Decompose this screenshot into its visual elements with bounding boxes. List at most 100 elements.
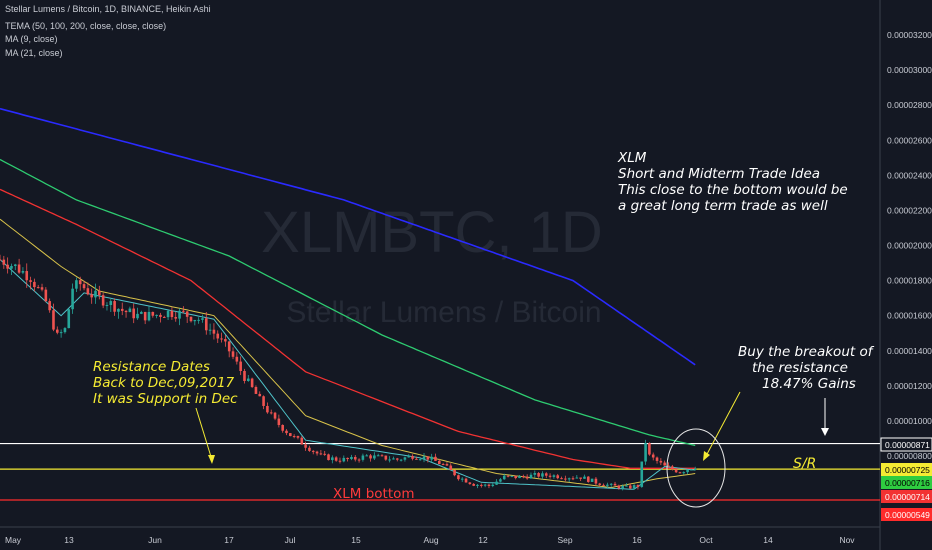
candle-body xyxy=(556,475,560,479)
candle-body xyxy=(6,264,9,269)
candle-body xyxy=(266,405,269,413)
horizontal-levels xyxy=(0,442,880,501)
candle-body xyxy=(617,485,621,489)
breakout-circle xyxy=(666,428,726,508)
candle-body xyxy=(67,309,71,329)
x-tick-label-0: May xyxy=(5,535,22,545)
price-axis[interactable]: 0.00003200 0.00003000 0.00002800 0.00002600… xyxy=(887,30,932,461)
candle-body xyxy=(537,473,540,477)
watermark-symbol: XLMBTC, 1D xyxy=(261,200,603,265)
candle-body xyxy=(621,486,624,489)
candle-body xyxy=(342,457,346,462)
candle-body xyxy=(101,295,105,306)
candle-body xyxy=(518,475,521,479)
candle-body xyxy=(522,475,525,477)
candle-body xyxy=(174,317,178,319)
candle-body xyxy=(94,290,97,298)
candle-body xyxy=(193,320,197,322)
candle-body xyxy=(300,437,304,445)
x-tick-label-8: Sep xyxy=(557,535,572,545)
candle-body xyxy=(640,461,644,487)
resistance-arrow xyxy=(195,407,213,461)
y-tick-label-6: 0.00002000 xyxy=(887,241,932,251)
candle-body xyxy=(13,264,17,266)
candle-body xyxy=(178,310,181,319)
candle-body xyxy=(678,472,682,474)
candle-body xyxy=(220,338,223,340)
y-tick-label-5: 0.00002200 xyxy=(887,205,932,215)
watermark-name: Stellar Lumens / Bitcoin xyxy=(286,296,601,329)
candle-body xyxy=(353,456,357,460)
price-badge-label-1: 0.00000725 xyxy=(885,465,930,475)
indicator-ma21[interactable]: MA (21, close) xyxy=(5,48,63,58)
y-tick-label-0: 0.00003200 xyxy=(887,30,932,40)
candle-body xyxy=(338,460,342,462)
candle-body xyxy=(277,418,281,425)
candle-body xyxy=(334,457,338,461)
candle-body xyxy=(590,478,594,482)
candle-body xyxy=(75,280,78,289)
candle-body xyxy=(636,485,640,487)
candle-body xyxy=(289,433,292,437)
ma21-line xyxy=(0,218,696,489)
candle-body xyxy=(644,443,647,462)
candle-body xyxy=(357,459,361,461)
x-tick-label-10: Oct xyxy=(699,535,713,545)
candle-body xyxy=(380,455,384,457)
candle-body xyxy=(86,288,90,295)
indicator-ma9[interactable]: MA (9, close) xyxy=(5,34,58,44)
x-tick-label-9: 16 xyxy=(632,535,642,545)
candle-body xyxy=(407,455,411,458)
candle-body xyxy=(243,370,246,381)
indicator-tema[interactable]: TEMA (50, 100, 200, close, close, close) xyxy=(5,21,166,31)
candle-body xyxy=(44,289,48,302)
candle-body xyxy=(216,333,220,339)
candle-body xyxy=(682,472,686,474)
candle-body xyxy=(502,475,506,480)
x-tick-label-7: 12 xyxy=(478,535,488,545)
time-axis[interactable]: May 13 Jun 17 Jul 15 Aug 12 Sep 16 Oct 14 Nov xyxy=(5,535,855,545)
x-tick-label-5: 15 xyxy=(351,535,361,545)
candle-body xyxy=(487,484,491,486)
candle-body xyxy=(159,314,162,317)
candle-body xyxy=(629,485,632,489)
idea-line-4: a great long term trade as well xyxy=(618,198,828,214)
candle-body xyxy=(571,478,575,480)
candle-body xyxy=(189,316,193,322)
candle-body xyxy=(132,308,135,319)
candle-body xyxy=(373,455,376,459)
candle-body xyxy=(441,464,445,466)
candle-body xyxy=(311,450,315,452)
candle-body xyxy=(544,473,548,476)
candle-body xyxy=(29,280,32,282)
candle-body xyxy=(48,301,51,311)
candle-body xyxy=(632,485,636,489)
candle-body xyxy=(227,341,231,352)
candle-body xyxy=(33,281,36,288)
price-badge-bg-2 xyxy=(881,476,932,489)
y-tick-label-7: 0.00001800 xyxy=(887,276,932,286)
candle-body xyxy=(598,483,602,485)
candle-body xyxy=(693,468,697,470)
tema100-line xyxy=(0,188,696,469)
candle-body xyxy=(418,459,422,461)
breakout-line-2: the resistance xyxy=(752,360,848,376)
candle-body xyxy=(40,287,44,290)
candle-body xyxy=(292,436,296,438)
candle-body xyxy=(250,378,254,387)
resistance-arrow-head xyxy=(208,455,215,464)
candle-body xyxy=(567,478,571,480)
candle-body xyxy=(63,328,67,333)
candle-body xyxy=(147,311,151,321)
candle-body xyxy=(17,264,21,273)
candle-body xyxy=(403,457,407,460)
candle-body xyxy=(117,308,120,312)
candle-body xyxy=(2,259,6,265)
candle-body xyxy=(453,469,456,476)
breakout-arrow xyxy=(705,391,741,457)
candles xyxy=(0,254,697,491)
candle-body xyxy=(25,271,29,281)
resistance-annotation: Resistance Dates Back to Dec,09,2017 It … xyxy=(93,359,238,464)
